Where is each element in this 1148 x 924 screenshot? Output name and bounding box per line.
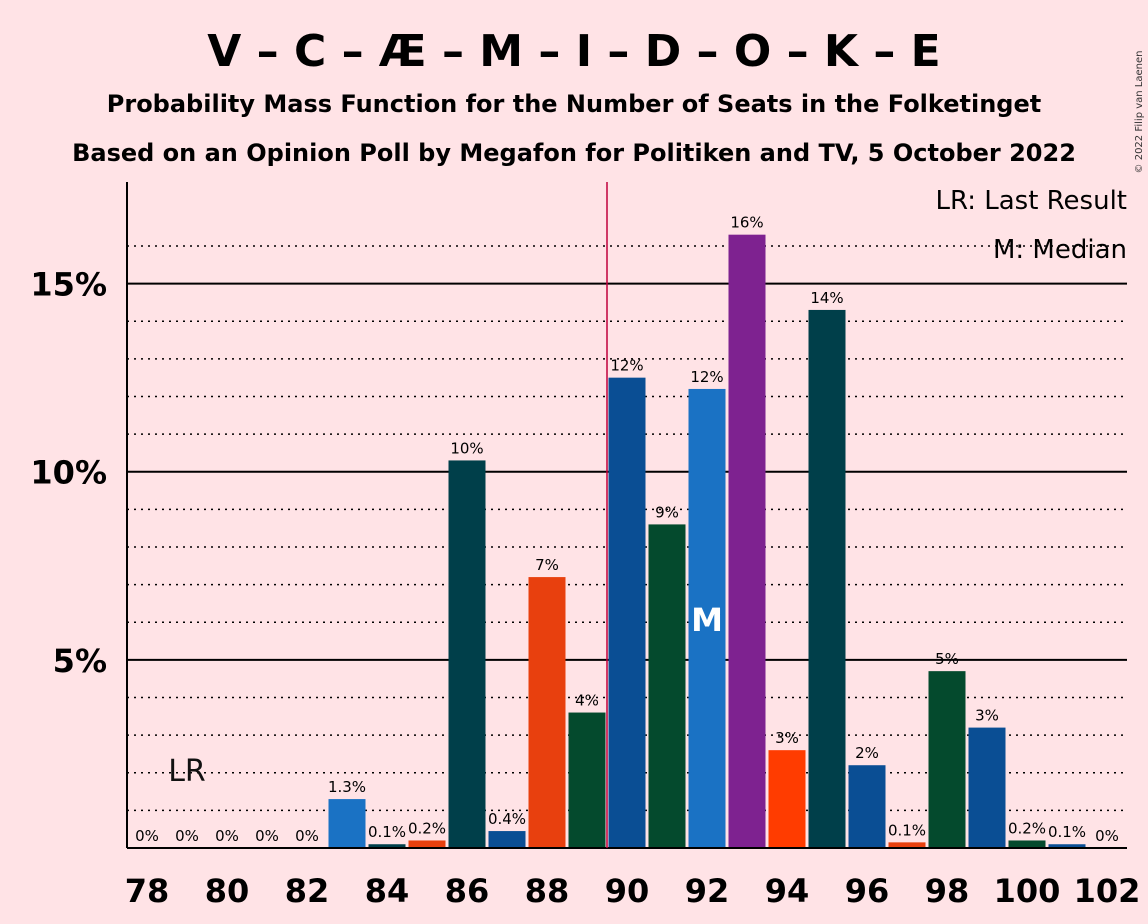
legend-median: M: Median [993,235,1127,265]
bar-label-95: 14% [810,289,843,307]
x-tick-78: 78 [125,872,170,910]
x-tick-92: 92 [685,872,730,910]
bar-label-78: 0% [135,827,159,845]
bar-98 [928,671,966,848]
x-tick-100: 100 [994,872,1061,910]
bar-label-98: 5% [935,650,959,668]
y-tick-5: 5% [53,642,107,680]
median-marker: M [691,601,723,639]
bar-label-90: 12% [610,357,643,375]
x-tick-80: 80 [205,872,250,910]
x-tick-98: 98 [925,872,970,910]
bar-91 [648,524,686,848]
x-tick-102: 102 [1074,872,1141,910]
markers: M LR [168,182,723,848]
bar-label-94: 3% [775,729,799,747]
bar-87 [488,831,526,848]
x-tick-82: 82 [285,872,330,910]
bar-label-91: 9% [655,503,679,521]
bars [328,234,1086,848]
bar-84 [368,844,406,848]
bar-label-82: 0% [295,827,319,845]
bar-label-87: 0.4% [488,810,526,828]
bar-labels: 0% 0% 0% 0% 0%1.3%0.1% 0.2%10%0.4%7%4%12%9%12… [135,214,1119,845]
chart-title: V – C – Æ – M – I – D – O – K – E [207,26,940,77]
bar-101 [1048,844,1086,848]
bar-label-83: 1.3% [328,778,366,796]
bar-label-79: 0% [175,827,199,845]
bar-100 [1008,840,1046,848]
bar-label-80: 0% [215,827,239,845]
bar-label-86: 10% [450,439,483,457]
bar-93 [728,234,766,848]
bar-label-81: 0% [255,827,279,845]
y-tick-15: 15% [30,266,107,304]
legend-last-result: LR: Last Result [935,186,1127,216]
bar-label-102: 0% [1095,827,1119,845]
bar-label-92: 12% [690,368,723,386]
bar-94 [768,750,806,848]
x-tick-96: 96 [845,872,890,910]
bar-89 [568,712,606,848]
credit-text: © 2022 Filip van Laenen [1134,51,1145,174]
chart-subtitle-2: Based on an Opinion Poll by Megafon for … [72,139,1076,167]
bar-label-88: 7% [535,556,559,574]
bar-92 [688,388,726,848]
x-axis: 78 80 82 84 86 88 90 92 94 96 98 100 102 [125,847,1141,910]
bar-label-84: 0.1% [368,823,406,841]
x-tick-84: 84 [365,872,410,910]
bar-label-89: 4% [575,692,599,710]
bar-85 [408,840,446,848]
chart-subtitle-1: Probability Mass Function for the Number… [107,90,1041,118]
bar-label-99: 3% [975,707,999,725]
x-tick-94: 94 [765,872,810,910]
y-tick-10: 10% [30,454,107,492]
bar-label-100: 0.2% [1008,819,1046,837]
bar-label-97: 0.1% [888,821,926,839]
bar-95 [808,309,846,848]
bar-label-101: 0.1% [1048,823,1086,841]
bar-83 [328,799,366,848]
bar-label-96: 2% [855,744,879,762]
bar-99 [968,727,1006,848]
x-tick-90: 90 [605,872,650,910]
last-result-marker: LR [168,754,206,789]
bar-86 [448,460,486,848]
bar-label-85: 0.2% [408,819,446,837]
bar-90 [608,377,646,848]
bar-label-93: 16% [730,214,763,232]
bar-96 [848,765,886,848]
bar-97 [888,842,926,848]
y-axis: 5% 10% 15% [30,182,128,848]
bar-88 [528,577,566,848]
x-tick-86: 86 [445,872,490,910]
x-tick-88: 88 [525,872,570,910]
